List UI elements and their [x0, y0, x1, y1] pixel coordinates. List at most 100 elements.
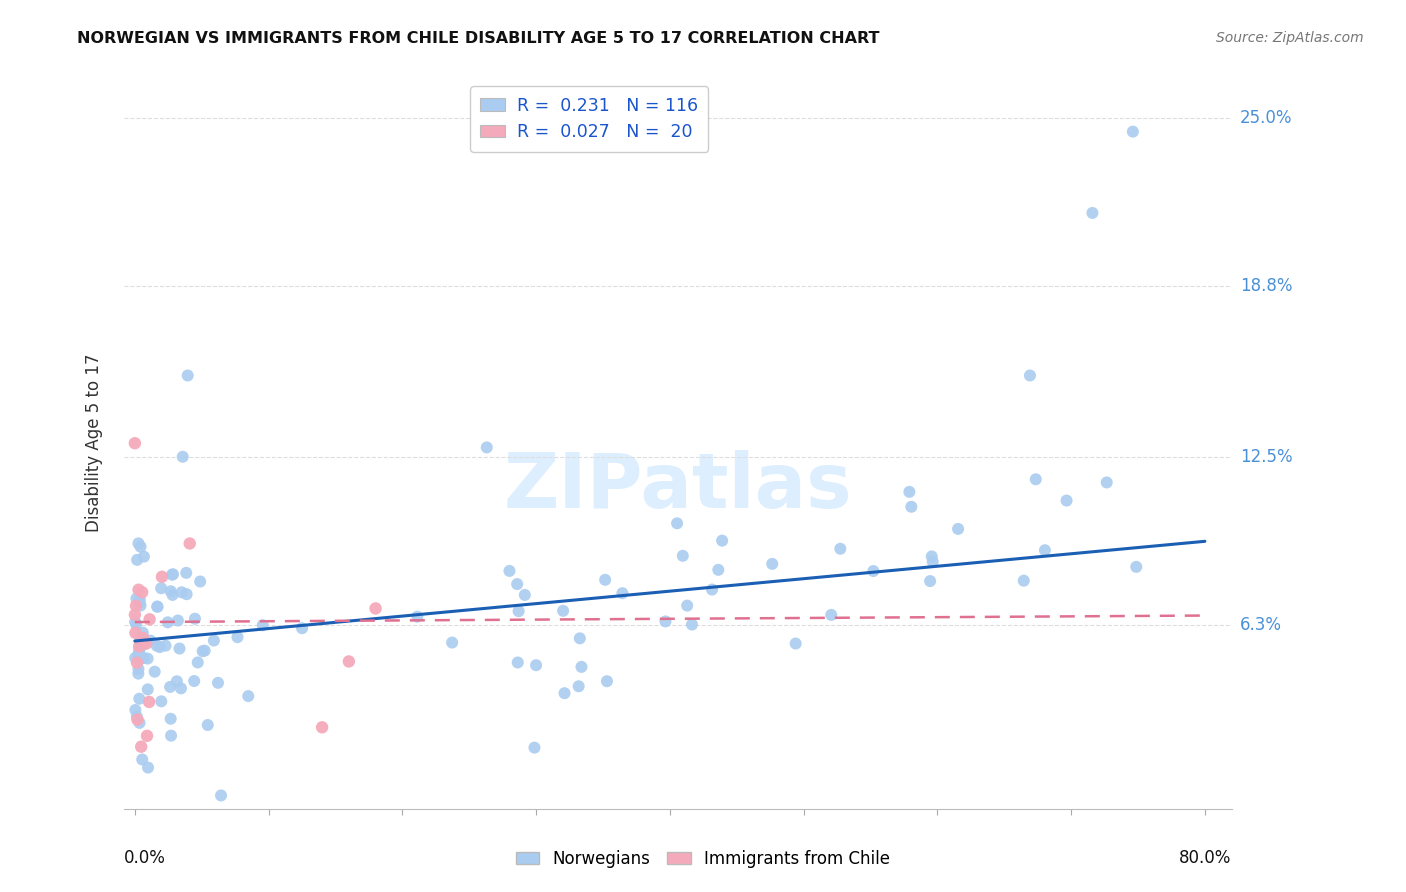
Point: [681, 617, 703, 632]
Point: [132, 638, 155, 652]
Point: [364, 601, 387, 615]
Point: [160, 567, 183, 582]
Point: [124, 626, 146, 640]
Point: [135, 636, 157, 650]
Point: [666, 516, 689, 531]
Point: [513, 588, 536, 602]
Point: [150, 694, 173, 708]
Point: [1122, 125, 1144, 139]
Point: [166, 674, 188, 689]
Point: [291, 621, 314, 635]
Point: [179, 536, 201, 550]
Point: [191, 644, 214, 658]
Point: [475, 441, 498, 455]
Point: [125, 599, 148, 613]
Point: [170, 585, 193, 599]
Text: 25.0%: 25.0%: [1240, 109, 1292, 127]
Point: [523, 740, 546, 755]
Point: [125, 709, 148, 723]
Point: [761, 557, 783, 571]
Point: [226, 630, 249, 644]
Point: [676, 599, 699, 613]
Point: [138, 695, 160, 709]
Point: [136, 651, 159, 665]
Point: [183, 673, 205, 688]
Legend: R =  0.231   N = 116, R =  0.027   N =  20: R = 0.231 N = 116, R = 0.027 N = 20: [470, 87, 709, 152]
Point: [1056, 493, 1078, 508]
Point: [127, 536, 149, 550]
Point: [162, 567, 184, 582]
Point: [128, 634, 150, 648]
Point: [498, 564, 520, 578]
Point: [441, 635, 464, 649]
Point: [596, 674, 619, 689]
Point: [1095, 475, 1118, 490]
Point: [138, 612, 160, 626]
Point: [898, 484, 921, 499]
Point: [506, 656, 529, 670]
Point: [124, 651, 146, 665]
Point: [132, 651, 155, 665]
Point: [150, 581, 173, 595]
Point: [124, 436, 146, 450]
Point: [238, 689, 260, 703]
Point: [568, 632, 591, 646]
Point: [131, 637, 153, 651]
Point: [184, 612, 207, 626]
Point: [406, 609, 429, 624]
Point: [862, 564, 884, 578]
Point: [1125, 560, 1147, 574]
Point: [554, 686, 576, 700]
Point: [202, 633, 225, 648]
Point: [672, 549, 695, 563]
Point: [337, 655, 360, 669]
Point: [127, 666, 149, 681]
Y-axis label: Disability Age 5 to 17: Disability Age 5 to 17: [86, 354, 103, 533]
Point: [146, 639, 169, 653]
Point: [128, 595, 150, 609]
Point: [900, 500, 922, 514]
Point: [127, 648, 149, 662]
Point: [129, 540, 152, 554]
Point: [136, 682, 159, 697]
Point: [711, 533, 734, 548]
Point: [654, 615, 676, 629]
Point: [146, 599, 169, 614]
Text: 6.3%: 6.3%: [1240, 615, 1282, 633]
Point: [159, 584, 181, 599]
Point: [128, 592, 150, 607]
Point: [167, 614, 190, 628]
Point: [132, 634, 155, 648]
Point: [707, 563, 730, 577]
Point: [150, 570, 173, 584]
Text: 0.0%: 0.0%: [124, 849, 166, 867]
Point: [143, 665, 166, 679]
Text: ZIPatlas: ZIPatlas: [503, 450, 852, 524]
Point: [132, 631, 155, 645]
Point: [187, 656, 209, 670]
Point: [508, 604, 530, 618]
Point: [176, 587, 198, 601]
Point: [131, 585, 153, 599]
Point: [155, 639, 177, 653]
Point: [311, 720, 333, 734]
Point: [125, 591, 148, 606]
Point: [125, 656, 148, 670]
Point: [1019, 368, 1042, 383]
Point: [568, 679, 591, 693]
Point: [128, 646, 150, 660]
Point: [128, 715, 150, 730]
Point: [176, 368, 198, 383]
Point: [125, 617, 148, 632]
Point: [162, 588, 184, 602]
Point: [1033, 543, 1056, 558]
Point: [921, 549, 943, 564]
Point: [612, 586, 634, 600]
Point: [207, 676, 229, 690]
Point: [156, 615, 179, 630]
Point: [820, 607, 842, 622]
Point: [159, 680, 181, 694]
Text: 12.5%: 12.5%: [1240, 448, 1292, 466]
Point: [172, 450, 194, 464]
Point: [132, 625, 155, 640]
